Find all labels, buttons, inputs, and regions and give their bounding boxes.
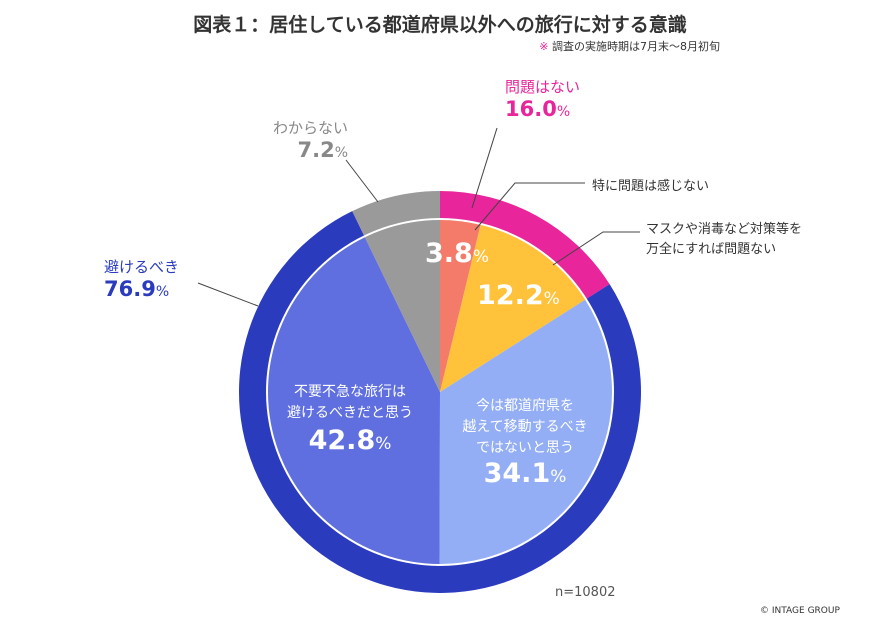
label-slice-unnecessary: 不要不急な旅行は 避けるべきだと思う 42.8% <box>275 382 425 456</box>
label-line: 不要不急な旅行は <box>294 384 406 400</box>
inner-slice-4 <box>364 220 440 392</box>
note-mark: ※ <box>539 40 549 53</box>
label-outer-ok: 問題はない 16.0% <box>505 76 580 121</box>
unit: % <box>472 247 489 267</box>
unit: % <box>543 289 560 309</box>
unit: % <box>155 284 170 300</box>
label-text: 避けるべき <box>104 258 180 276</box>
inner-slice-1 <box>440 224 586 392</box>
label-line: 避けるべきだと思う <box>287 405 413 421</box>
chart-title: 図表１：居住している都道府県以外への旅行に対する意識 <box>193 14 687 36</box>
label-text: 問題はない <box>505 78 581 96</box>
label-line: 今は都道府県を <box>476 398 574 414</box>
leader-line-0 <box>471 127 498 209</box>
label-line: ではないと思う <box>476 440 574 456</box>
value-slice-no-problem: 3.8% <box>425 238 489 269</box>
label-outer-unknown: わからない 7.2% <box>262 117 348 162</box>
leader-line-2 <box>552 231 640 266</box>
value-text: 76.9 <box>104 277 156 301</box>
label-line: 万全にすれば問題ない <box>646 242 777 257</box>
leader-line-4 <box>197 282 259 307</box>
chart-subtitle: ※ 調査の実施時期は7月末～8月初旬 <box>539 38 720 54</box>
unit: % <box>550 467 567 487</box>
value-text: 34.1 <box>483 458 551 489</box>
value-text: 16.0 <box>505 97 557 121</box>
inner-slice-3 <box>268 237 440 564</box>
unit: % <box>334 145 348 161</box>
label-no-problem: 特に問題は感じない <box>592 179 710 194</box>
label-line: マスクや消毒など対策等を <box>646 222 803 237</box>
label-if-measures: マスクや消毒など対策等を 万全にすれば問題ない <box>646 220 802 260</box>
leader-line-1 <box>474 182 585 231</box>
label-line: 越えて移動するべき <box>462 419 588 435</box>
value-text: 3.8 <box>425 238 473 269</box>
value-text: 12.2 <box>477 280 544 311</box>
label-slice-no-cross: 今は都道府県を 越えて移動するべき ではないと思う 34.1% <box>450 396 600 489</box>
unit: % <box>556 104 571 120</box>
label-text: わからない <box>272 119 348 137</box>
value-text: 7.2 <box>297 138 335 162</box>
label-outer-avoid: 避けるべき 76.9% <box>104 256 179 301</box>
subtitle-text: 調査の実施時期は7月末～8月初旬 <box>552 40 720 53</box>
inner-slice-0 <box>440 220 481 392</box>
sample-size: n=10802 <box>555 585 616 600</box>
leader-line-3 <box>345 159 379 203</box>
copyright: © INTAGE GROUP <box>760 606 840 616</box>
inner-slice-2 <box>439 299 613 564</box>
unit: % <box>375 434 392 454</box>
value-text: 42.8 <box>308 425 376 456</box>
value-slice-if-measures: 12.2% <box>477 280 560 311</box>
